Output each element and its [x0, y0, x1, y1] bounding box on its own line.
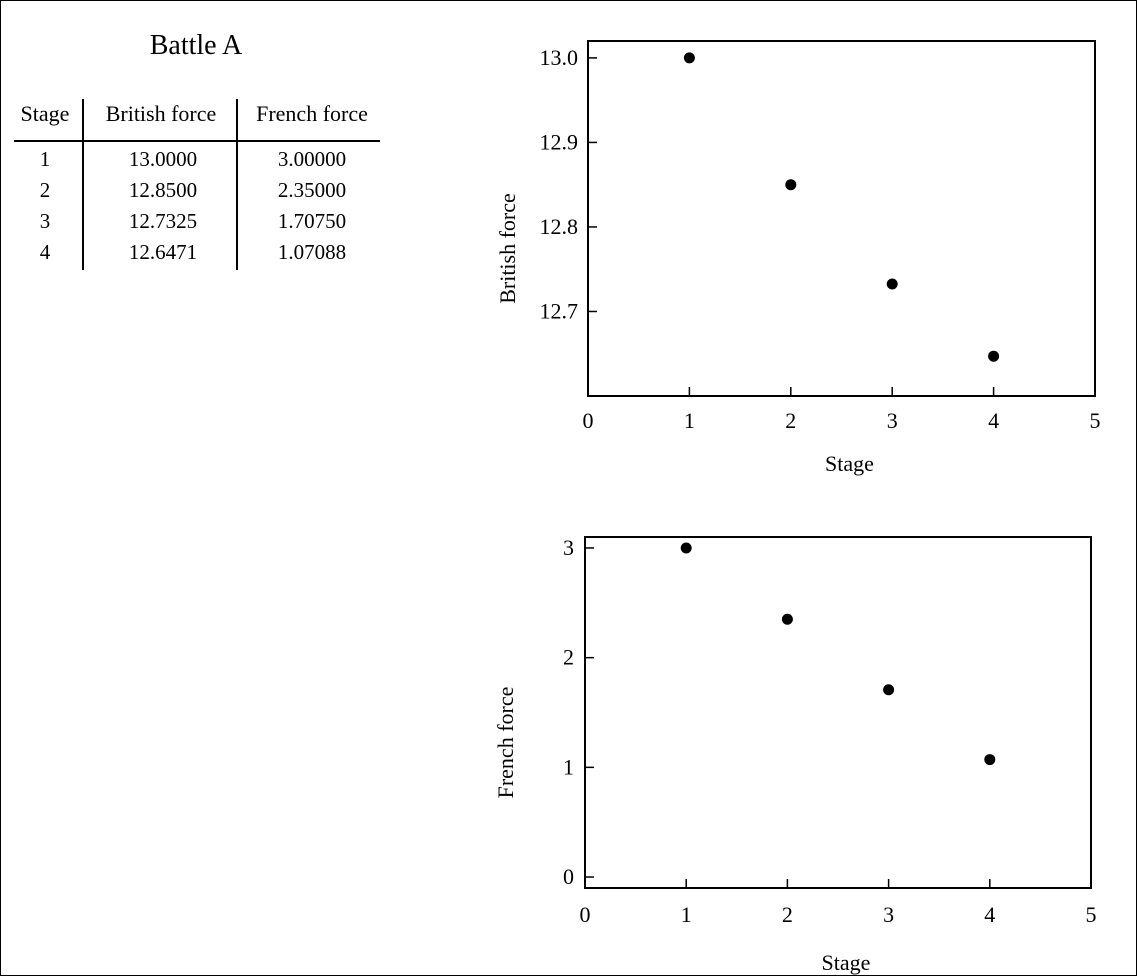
data-point — [680, 542, 692, 554]
french-force-chart: 0 1 2 3 4 5 0 1 2 3 Stage French force — [493, 535, 1097, 975]
x-tick-label: 2 — [785, 408, 796, 433]
x-tick-label: 5 — [1090, 408, 1101, 433]
data-point — [785, 179, 797, 191]
table-divider-1 — [82, 99, 84, 270]
british-force-chart: 0 1 2 3 4 5 12.7 12.8 12.9 13.0 Stage British force — [495, 40, 1101, 476]
table-cell: 12.7325 — [128, 209, 198, 233]
x-tick-label: 2 — [782, 902, 793, 927]
x-axis-label: Stage — [825, 451, 874, 476]
y-tick-label: 3 — [563, 535, 574, 560]
header-british-force: British force — [105, 101, 217, 126]
table-cell: 1 — [39, 147, 51, 171]
y-axis-label: British force — [495, 193, 520, 304]
data-point — [984, 754, 996, 766]
table-cell: 4 — [39, 240, 51, 264]
x-tick-label: 4 — [984, 902, 995, 927]
y-tick-label: 2 — [563, 645, 574, 670]
table-cell: 1.07088 — [277, 240, 347, 264]
y-tick-label: 13.0 — [540, 45, 579, 70]
plot-frame — [584, 536, 1092, 889]
plot-frame — [587, 40, 1096, 397]
data-point — [883, 684, 895, 696]
x-tick-label: 0 — [580, 902, 591, 927]
table-divider-2 — [236, 99, 238, 270]
y-tick-label: 12.7 — [540, 298, 579, 323]
x-tick-label: 0 — [583, 408, 594, 433]
table-cell: 12.6471 — [128, 240, 198, 264]
y-tick-label: 12.8 — [540, 214, 579, 239]
table-cell: 3 — [39, 209, 51, 233]
data-point — [683, 52, 695, 64]
x-tick-label: 1 — [684, 408, 695, 433]
x-tick-label: 5 — [1086, 902, 1097, 927]
y-tick-label: 12.9 — [540, 129, 579, 154]
table-cell: 12.8500 — [128, 178, 198, 202]
x-tick-label: 3 — [883, 902, 894, 927]
y-axis-label: French force — [493, 687, 518, 799]
header-french-force: French force — [256, 101, 368, 126]
table-cell: 1.70750 — [277, 209, 347, 233]
header-stage: Stage — [20, 101, 70, 126]
table-header-rule — [14, 140, 380, 142]
data-point — [781, 613, 793, 625]
x-tick-label: 1 — [681, 902, 692, 927]
x-tick-label: 3 — [887, 408, 898, 433]
x-axis-label: Stage — [822, 950, 871, 975]
table-cell: 3.00000 — [277, 147, 347, 171]
table-cell: 2 — [39, 178, 51, 202]
y-tick-label: 0 — [563, 864, 574, 889]
table-cell: 13.0000 — [128, 147, 198, 171]
x-tick-label: 4 — [988, 408, 999, 433]
data-point — [886, 278, 898, 290]
y-tick-label: 1 — [563, 754, 574, 779]
table-cell: 2.35000 — [277, 178, 347, 202]
table-title: Battle A — [149, 30, 243, 61]
data-point — [988, 350, 1000, 362]
